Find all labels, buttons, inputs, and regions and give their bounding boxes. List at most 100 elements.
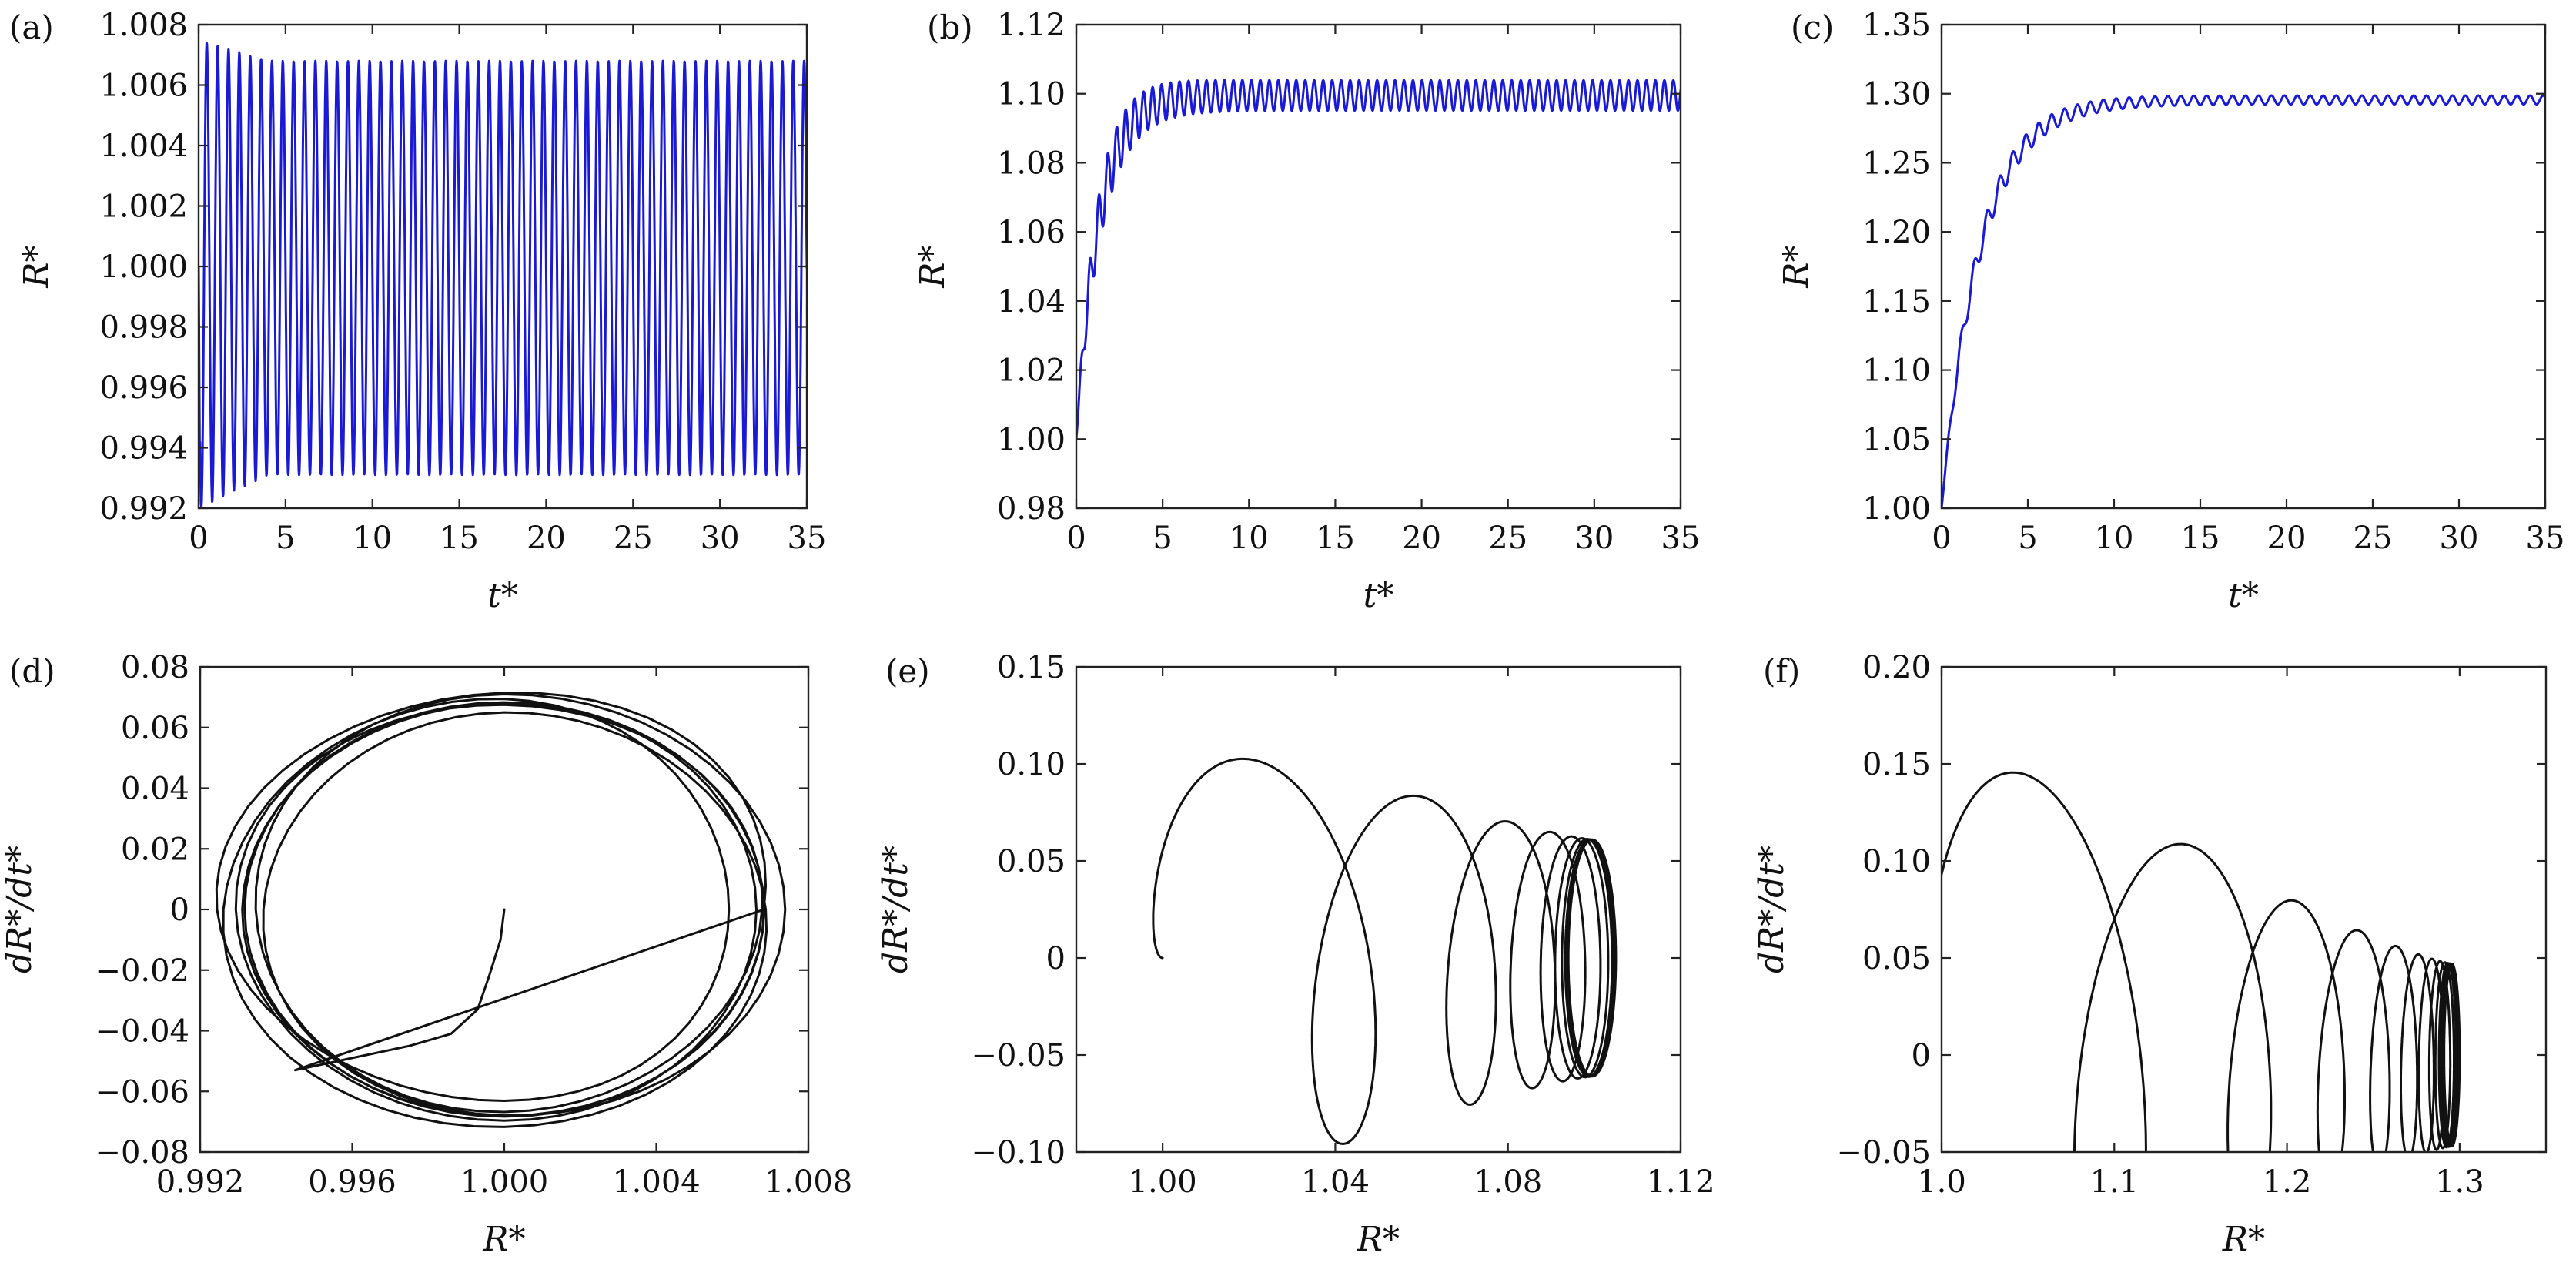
panel-tag-e: (e) (885, 652, 930, 690)
x-tick-label-b: 20 (1402, 521, 1441, 556)
x-tick-label-b: 25 (1488, 521, 1527, 556)
y-tick-label-b: 1.06 (997, 215, 1066, 250)
y-tick-label-a: 1.000 (99, 250, 188, 285)
x-tick-label-d: 1.000 (460, 1164, 549, 1200)
y-tick-label-c: 1.35 (1862, 8, 1931, 43)
y-tick-label-b: 1.10 (997, 77, 1066, 112)
y-tick-label-e: 0.15 (997, 650, 1066, 685)
y-tick-label-d: 0.08 (121, 650, 189, 685)
y-tick-label-d: 0.04 (121, 772, 189, 807)
panel-tag-d: (d) (9, 652, 55, 690)
y-tick-label-e: 0.10 (997, 747, 1066, 782)
x-tick-label-e: 1.08 (1474, 1164, 1542, 1200)
x-tick-label-e: 1.00 (1129, 1164, 1197, 1200)
x-tick-label-a: 25 (614, 521, 653, 556)
x-tick-label-a: 5 (276, 521, 295, 556)
y-tick-label-c: 1.25 (1862, 146, 1931, 181)
x-tick-label-e: 1.12 (1646, 1164, 1715, 1200)
series-line-a (199, 42, 807, 508)
panel-tag-f: (f) (1763, 652, 1800, 690)
x-axis-label-f: R* (2222, 1220, 2265, 1259)
panel-c: 0 5 10 15 20 25 30 35 1.00 1.05 1.10 1.15 1.20 1.25 1.… (1777, 8, 2564, 615)
y-tick-label-c: 1.30 (1862, 77, 1931, 112)
y-tick-label-d: −0.04 (95, 1014, 189, 1050)
y-tick-label-d: 0 (170, 893, 189, 928)
x-tick-label-f: 1.2 (2263, 1164, 2312, 1200)
series-line-b (1076, 79, 1681, 440)
x-tick-label-a: 30 (701, 521, 740, 556)
y-tick-label-d: −0.06 (95, 1074, 189, 1110)
x-axis-label-e: R* (1357, 1220, 1400, 1259)
x-tick-label-b: 30 (1574, 521, 1614, 556)
y-axis-label-e: dR*/dt* (876, 846, 915, 973)
y-tick-label-d: −0.08 (95, 1135, 189, 1171)
y-tick-label-a: 1.006 (99, 69, 188, 104)
y-tick-label-a: 0.996 (99, 370, 188, 406)
x-tick-label-c: 20 (2267, 521, 2307, 556)
y-tick-label-d: 0.06 (121, 711, 189, 746)
y-tick-label-f: 0.15 (1862, 747, 1931, 782)
x-tick-label-a: 35 (788, 521, 827, 556)
x-tick-label-b: 35 (1661, 521, 1701, 556)
y-tick-label-c: 1.00 (1862, 491, 1931, 527)
x-tick-label-b: 0 (1066, 521, 1086, 556)
x-tick-label-b: 10 (1229, 521, 1269, 556)
x-tick-label-c: 15 (2181, 521, 2220, 556)
x-tick-label-b: 15 (1316, 521, 1355, 556)
y-tick-label-f: 0.20 (1862, 650, 1931, 685)
y-tick-label-e: 0 (1046, 941, 1066, 976)
x-tick-label-a: 15 (440, 521, 479, 556)
y-tick-label-b: 1.12 (997, 8, 1066, 43)
y-tick-label-a: 0.994 (99, 431, 188, 467)
x-tick-label-b: 5 (1153, 521, 1172, 556)
plot-frame-f (1940, 665, 2548, 1154)
x-axis-label-c: t* (2228, 576, 2259, 615)
y-tick-label-f: 0.05 (1862, 941, 1931, 976)
plot-frame-b (1075, 23, 1682, 510)
x-tick-label-f: 1.0 (1917, 1164, 1966, 1200)
x-tick-label-d: 1.008 (764, 1164, 853, 1200)
y-tick-label-f: −0.05 (1836, 1135, 1931, 1171)
x-tick-label-d: 0.992 (156, 1164, 245, 1200)
y-tick-label-c: 1.05 (1862, 422, 1931, 457)
series-line-f (1942, 771, 2461, 1152)
y-tick-label-a: 0.992 (99, 491, 188, 527)
series-line-e (1152, 757, 1618, 1145)
y-axis-label-d: dR*/dt* (0, 846, 39, 973)
x-tick-label-d: 0.996 (308, 1164, 396, 1200)
y-tick-label-e: −0.10 (971, 1135, 1066, 1171)
series-line-c (1942, 94, 2545, 508)
x-tick-label-c: 30 (2440, 521, 2479, 556)
x-tick-label-a: 10 (353, 521, 392, 556)
y-tick-label-b: 1.00 (997, 422, 1066, 457)
y-tick-label-a: 1.002 (99, 189, 188, 225)
y-tick-label-a: 1.004 (99, 129, 188, 164)
x-tick-label-c: 5 (2018, 521, 2037, 556)
plot-frame-c (1940, 23, 2547, 510)
x-tick-label-c: 0 (1932, 521, 1951, 556)
x-tick-label-a: 20 (527, 521, 566, 556)
y-tick-label-e: 0.05 (997, 844, 1066, 879)
y-tick-label-f: 0.10 (1862, 844, 1931, 879)
y-tick-label-b: 0.98 (997, 491, 1066, 527)
y-tick-label-b: 1.08 (997, 146, 1066, 181)
panel-tag-b: (b) (927, 8, 973, 46)
y-tick-label-c: 1.15 (1862, 284, 1931, 320)
panel-tag-c: (c) (1791, 8, 1834, 46)
y-axis-label-b: R* (913, 245, 952, 288)
x-tick-label-f: 1.3 (2435, 1164, 2484, 1200)
x-axis-label-a: t* (487, 576, 518, 615)
x-axis-label-d: R* (482, 1220, 525, 1259)
y-tick-label-b: 1.02 (997, 353, 1066, 389)
panel-tag-a: (a) (9, 8, 54, 46)
y-tick-label-a: 1.008 (99, 8, 188, 43)
x-tick-label-f: 1.1 (2089, 1164, 2139, 1200)
y-tick-label-c: 1.10 (1862, 353, 1931, 389)
panel-a: 0 5 10 15 20 25 30 35 0.992 0.994 0.996 0.998 1.000 1… (9, 8, 826, 615)
y-axis-label-f: dR*/dt* (1752, 846, 1791, 973)
y-axis-label-a: R* (17, 245, 56, 288)
x-tick-label-c: 35 (2526, 521, 2565, 556)
panel-f: 1.0 1.1 1.2 1.3 −0.05 0 0.05 0.10 0.15 0.20 R* dR*/… (1752, 650, 2548, 1259)
x-tick-label-c: 10 (2095, 521, 2134, 556)
panel-e: 1.00 1.04 1.08 1.12 −0.10 −0.05 0 0.05 0.10 0.15 R… (876, 650, 1715, 1259)
